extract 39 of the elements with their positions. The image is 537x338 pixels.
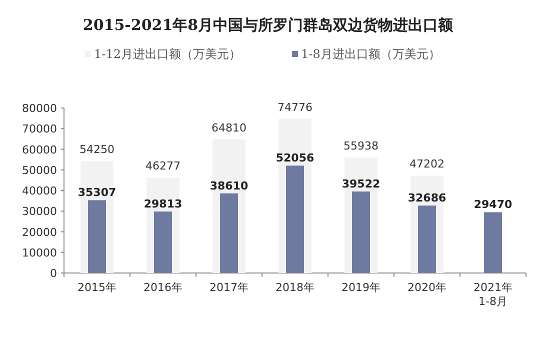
data-label: 64810 [212, 121, 246, 134]
data-label: 39522 [342, 177, 380, 190]
y-tick-label: 50000 [22, 164, 57, 177]
data-label: 74776 [278, 100, 312, 114]
x-tick-label: 2020年 [408, 281, 446, 294]
bar [88, 200, 106, 273]
data-label: 46277 [146, 160, 180, 173]
bar [220, 193, 238, 273]
data-label: 38610 [210, 179, 248, 192]
x-tick-label: 2019年 [342, 281, 380, 294]
bar [418, 206, 436, 273]
y-tick-label: 30000 [22, 205, 57, 218]
bar [286, 166, 304, 273]
y-tick-label: 80000 [22, 102, 57, 115]
bar [484, 212, 502, 273]
x-tick-label: 2016年 [144, 281, 182, 294]
bar [352, 191, 370, 273]
data-label: 47202 [410, 158, 444, 171]
x-tick-label: 2021年 1-8月 [474, 281, 512, 308]
data-label: 29470 [474, 198, 512, 212]
data-label: 55938 [344, 140, 378, 153]
y-tick-label: 60000 [22, 143, 57, 156]
x-tick-label: 2017年 [210, 281, 248, 294]
y-tick-label: 20000 [22, 226, 57, 239]
data-label: 35307 [78, 186, 116, 200]
y-tick-label: 40000 [22, 184, 57, 198]
data-label: 52056 [276, 152, 314, 165]
y-tick-label: 0 [50, 267, 57, 280]
legend-label: 1-8月进出口额（万美元） [301, 47, 440, 61]
legend-label: 1-12月进出口额（万美元） [94, 47, 241, 61]
data-label: 54250 [80, 143, 114, 156]
x-tick-label: 2015年 [78, 281, 116, 294]
chart-title: 2015-2021年8月中国与所罗门群岛双边货物进出口额 [82, 16, 454, 34]
x-tick-label: 2018年 [276, 281, 314, 294]
bar [154, 212, 172, 273]
y-tick-label: 10000 [22, 246, 57, 260]
y-tick-label: 70000 [22, 122, 57, 136]
data-label: 32686 [408, 192, 446, 205]
data-label: 29813 [144, 198, 182, 211]
